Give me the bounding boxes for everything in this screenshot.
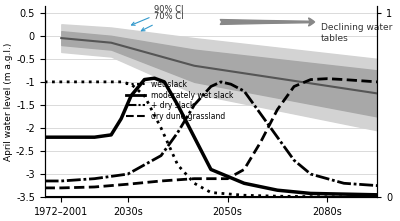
Y-axis label: April water level (m a.g.l.): April water level (m a.g.l.) bbox=[4, 42, 13, 161]
Text: 90% CI: 90% CI bbox=[132, 5, 184, 25]
Text: Declining water
tables: Declining water tables bbox=[321, 23, 392, 43]
Text: 70% CI: 70% CI bbox=[141, 12, 184, 31]
Legend: wet slack, moderately wet slack, + dry slack, dry dune grassland: wet slack, moderately wet slack, + dry s… bbox=[126, 80, 234, 121]
